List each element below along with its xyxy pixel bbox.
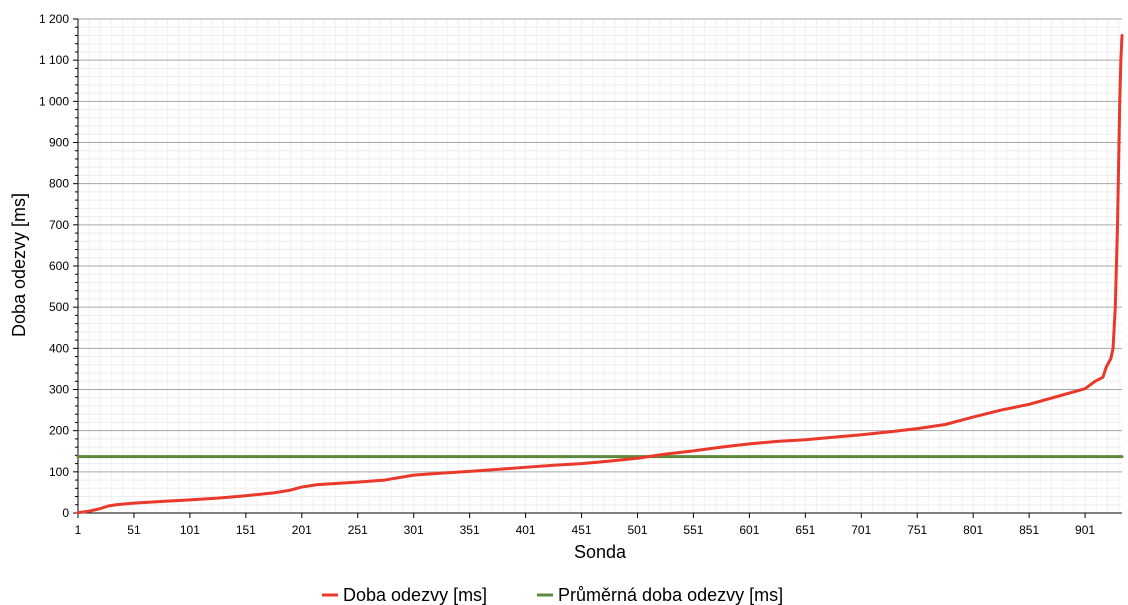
x-tick-label: 601 (739, 523, 759, 537)
x-tick-label: 401 (516, 523, 536, 537)
x-tick-label: 1 (75, 523, 82, 537)
major-gridlines (78, 18, 1122, 473)
x-tick-label: 351 (460, 523, 480, 537)
x-tick-label: 801 (963, 523, 983, 537)
x-tick-label: 901 (1075, 523, 1095, 537)
x-tick-label: 501 (627, 523, 647, 537)
y-tick-label: 700 (49, 218, 69, 232)
x-tick-label: 201 (292, 523, 312, 537)
y-tick-label: 600 (49, 259, 69, 273)
x-tick-label: 551 (683, 523, 703, 537)
x-tick-label: 751 (907, 523, 927, 537)
x-tick-label: 101 (180, 523, 200, 537)
y-tick-label: 100 (49, 465, 69, 479)
y-tick-label: 1 100 (39, 53, 69, 67)
legend-label-average-response-time: Průměrná doba odezvy [ms] (558, 585, 783, 605)
y-tick-label: 300 (49, 383, 69, 397)
x-axis-title: Sonda (574, 542, 627, 562)
y-tick-label: 1 000 (39, 94, 69, 108)
x-tick-label: 301 (404, 523, 424, 537)
y-tick-label: 900 (49, 136, 69, 150)
y-tick-label: 200 (49, 424, 69, 438)
x-tick-label: 701 (851, 523, 871, 537)
y-axis-ticks: 0 100 200 300 400 500 600 700 800 900 1 000 1 100 1 … (39, 12, 78, 520)
y-tick-label: 0 (62, 506, 69, 520)
x-axis-ticks: 1 51 101 151 201 251 301 351 401 451 501 551 601 651 7… (75, 513, 1095, 537)
y-tick-label: 800 (49, 177, 69, 191)
y-tick-label: 500 (49, 300, 69, 314)
response-time-series-line (76, 33, 1124, 515)
x-tick-label: 851 (1019, 523, 1039, 537)
legend-label-response-time: Doba odezvy [ms] (343, 585, 487, 605)
legend: Doba odezvy [ms] Průměrná doba odezvy [m… (322, 585, 783, 605)
y-tick-label: 400 (49, 341, 69, 355)
y-axis-title: Doba odezvy [ms] (9, 193, 29, 337)
series-layer (76, 33, 1124, 515)
y-tick-label: 1 200 (39, 12, 69, 26)
x-tick-label: 251 (348, 523, 368, 537)
x-tick-label: 651 (795, 523, 815, 537)
x-tick-label: 451 (572, 523, 592, 537)
x-tick-label: 51 (127, 523, 141, 537)
x-tick-label: 151 (236, 523, 256, 537)
